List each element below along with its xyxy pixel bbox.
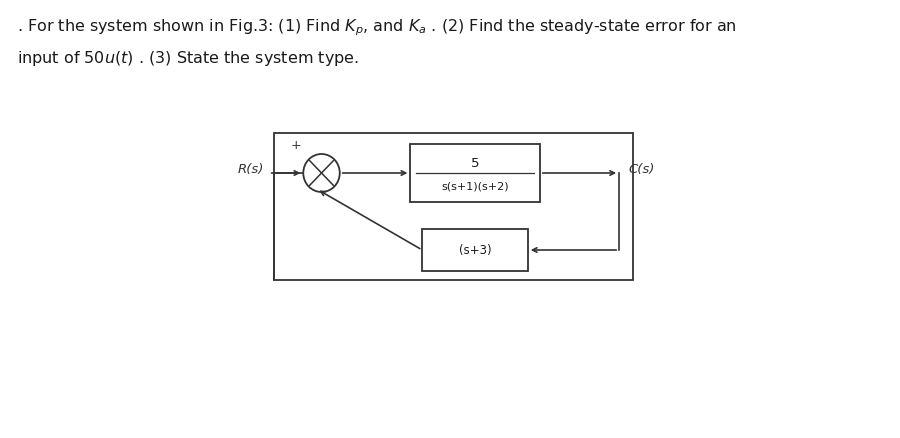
Text: 5: 5	[471, 157, 480, 170]
Text: input of $50u(t)$ . (3) State the system type.: input of $50u(t)$ . (3) State the system…	[17, 49, 359, 68]
Text: +: +	[291, 139, 302, 152]
Text: R(s): R(s)	[238, 163, 264, 176]
Text: . For the system shown in Fig.3: (1) Find $K_p$, and $K_a$ . (2) Find the steady: . For the system shown in Fig.3: (1) Fin…	[17, 17, 737, 38]
FancyBboxPatch shape	[410, 145, 540, 202]
Text: (s+3): (s+3)	[459, 244, 491, 257]
FancyBboxPatch shape	[422, 230, 528, 272]
Text: C(s): C(s)	[628, 163, 655, 176]
Text: s(s+1)(s+2): s(s+1)(s+2)	[441, 182, 508, 191]
